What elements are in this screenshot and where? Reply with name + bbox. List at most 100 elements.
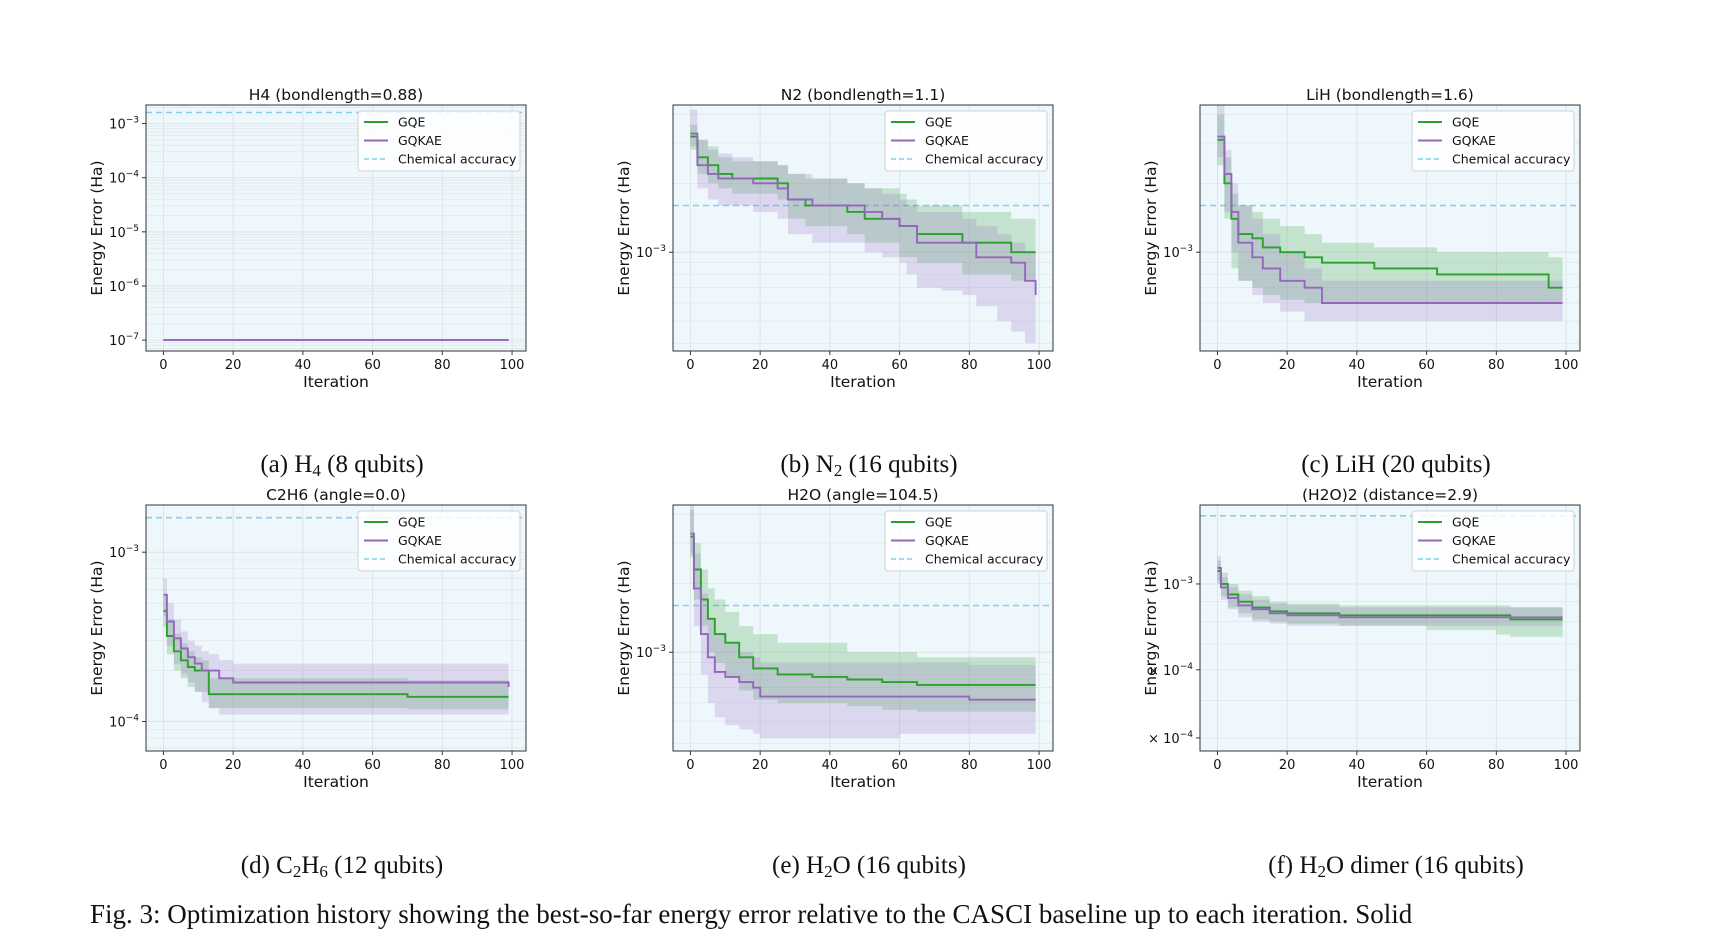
x-tick-label: 60 [1418, 358, 1435, 373]
x-tick-label: 100 [500, 358, 525, 373]
x-tick-label: 60 [364, 358, 381, 373]
y-axis-label: Energy Error (Ha) [1144, 560, 1160, 695]
x-tick-label: 100 [1027, 758, 1052, 773]
panel-n2: 0 20 40 60 80 100 10−3 N2 (bondlength=1.1) Itera… [617, 86, 1054, 391]
axes-frame [145, 504, 527, 752]
x-tick-label: 20 [1279, 358, 1296, 373]
x-tick-label: 40 [822, 758, 839, 773]
chart-title: C2H6 (angle=0.0) [266, 486, 406, 504]
band-gqkae [690, 505, 1036, 739]
x-tick-label: 80 [1488, 758, 1505, 773]
legend-label: GQKAE [1452, 533, 1496, 548]
x-tick-label: 60 [364, 758, 381, 773]
x-tick-label: 40 [1349, 358, 1366, 373]
chart-title: (H2O)2 (distance=2.9) [1302, 486, 1478, 504]
subcaption-f: (f) H2O dimer (16 qubits) [1268, 852, 1524, 881]
axes-frame [1199, 104, 1581, 352]
x-tick-label: 0 [159, 758, 167, 773]
chart-title: H2O (angle=104.5) [787, 486, 938, 504]
legend-label: GQE [398, 115, 426, 130]
subscript: 2 [1317, 862, 1326, 881]
plot-content [673, 109, 1053, 351]
legend: GQE GQKAE Chemical accuracy [884, 110, 1048, 172]
x-tick-label: 100 [1554, 358, 1579, 373]
subscript: 4 [312, 461, 321, 480]
chart-title: LiH (bondlength=1.6) [1306, 86, 1474, 104]
y-tick-label: 10−3 [1163, 244, 1193, 261]
y-tick-label: 10−7 [109, 332, 139, 349]
x-tick-label: 20 [225, 758, 242, 773]
x-tick-label: 0 [159, 358, 167, 373]
subscript: 2 [824, 862, 833, 881]
x-tick-label: 40 [1349, 758, 1366, 773]
band-gqkae [690, 109, 1036, 351]
y-tick-label: 10−4 [109, 170, 139, 187]
panel-c2h6: 0 20 40 60 80 100 10−3 10−4 C2H6 (angle=0.0) Iter… [90, 486, 527, 791]
y-tick-label: 10−3 [109, 116, 139, 133]
axes-frame [145, 104, 527, 352]
panel-lih: 0 20 40 60 80 100 10−3 LiH (bondlength=1.6) Iter… [1144, 86, 1581, 391]
band-gqe [163, 596, 509, 710]
legend-label: GQE [1452, 115, 1480, 130]
axes-frame [672, 504, 1054, 752]
band-gqe [690, 509, 1036, 712]
x-axis-label: Iteration [830, 773, 896, 791]
subcaption-e: (e) H2O (16 qubits) [772, 852, 966, 881]
legend-label: GQKAE [925, 133, 969, 148]
legend-label: Chemical accuracy [925, 552, 1044, 567]
x-tick-label: 80 [1488, 358, 1505, 373]
subscript: 6 [319, 862, 328, 881]
x-tick-label: 20 [1279, 758, 1296, 773]
legend-box [884, 110, 1048, 172]
subcaption-b: (b) N2 (16 qubits) [780, 451, 958, 480]
legend-label: GQE [925, 515, 953, 530]
legend-label: Chemical accuracy [398, 152, 517, 167]
x-axis-label: Iteration [830, 373, 896, 391]
x-tick-label: 40 [822, 358, 839, 373]
band-gqkae [163, 578, 509, 715]
x-tick-label: 40 [295, 358, 312, 373]
legend-label: GQKAE [398, 133, 442, 148]
panel-h2o: 0 20 40 60 80 100 10−3 H2O (angle=104.5) Iterati… [617, 486, 1054, 791]
plot-content [146, 111, 526, 342]
x-axis-label: Iteration [303, 373, 369, 391]
subcaption-d: (d) C2H6 (12 qubits) [240, 852, 444, 881]
y-tick-label: 10−5 [109, 224, 139, 241]
x-tick-label: 0 [686, 358, 694, 373]
panel-h2o-dimer: 0 20 40 60 80 100 10−3 6 × 10−4 4 × 10−4 (H2O)2 (… [1144, 486, 1581, 791]
x-axis-label: Iteration [1357, 773, 1423, 791]
legend-label: Chemical accuracy [1452, 152, 1571, 167]
series-line-gqkae [163, 593, 510, 687]
axes-frame [1199, 504, 1581, 752]
series-line-gqe [1217, 138, 1563, 289]
legend-label: GQE [398, 515, 426, 530]
x-tick-label: 40 [295, 758, 312, 773]
y-tick-label: 10−4 [109, 714, 139, 731]
legend-label: Chemical accuracy [1452, 552, 1571, 567]
band-gqkae [1217, 105, 1563, 322]
x-tick-label: 80 [961, 358, 978, 373]
legend-box [884, 510, 1048, 572]
y-tick-label: 6 × 10−4 [1144, 662, 1193, 679]
legend-box [357, 510, 521, 572]
legend-label: GQE [925, 115, 953, 130]
plot-content [1200, 105, 1580, 322]
legend: GQE GQKAE Chemical accuracy [1411, 510, 1575, 572]
legend-label: GQE [1452, 515, 1480, 530]
x-tick-label: 100 [1027, 358, 1052, 373]
series-line-gqkae [690, 132, 1037, 295]
x-tick-label: 80 [434, 758, 451, 773]
x-tick-label: 20 [225, 358, 242, 373]
figure-caption: Fig. 3: Optimization history showing the… [90, 899, 1413, 929]
legend: GQE GQKAE Chemical accuracy [1411, 110, 1575, 172]
legend: GQE GQKAE Chemical accuracy [357, 110, 521, 172]
x-tick-label: 100 [1554, 758, 1579, 773]
y-tick-label: 10−3 [109, 544, 139, 561]
legend: GQE GQKAE Chemical accuracy [884, 510, 1048, 572]
x-tick-label: 20 [752, 758, 769, 773]
series-line-gqkae [690, 532, 1036, 701]
x-tick-label: 60 [1418, 758, 1435, 773]
x-tick-label: 0 [686, 758, 694, 773]
y-axis-label: Energy Error (Ha) [617, 160, 633, 295]
x-tick-label: 100 [500, 758, 525, 773]
